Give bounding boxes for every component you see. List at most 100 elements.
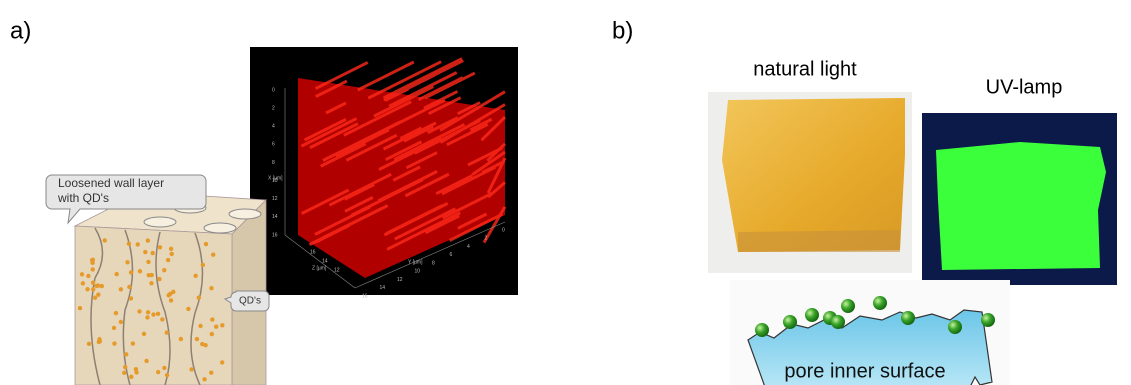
qd-dot xyxy=(210,317,214,321)
tick-label: 2 xyxy=(485,236,488,242)
qd-dot xyxy=(166,258,170,262)
tick-label: 16 xyxy=(310,249,316,255)
diagram-caption: pore inner surface xyxy=(784,360,945,382)
qd-dot xyxy=(156,312,160,316)
qd-dot xyxy=(160,317,164,321)
pore-opening xyxy=(229,209,261,219)
qd-dot xyxy=(91,267,95,271)
tick-label: 12 xyxy=(272,196,278,202)
qd-particle xyxy=(755,323,769,337)
qd-particle xyxy=(831,315,845,329)
tick-label: 10 xyxy=(415,269,421,275)
callout-text: with QD's xyxy=(57,191,109,205)
qd-dot xyxy=(86,274,90,278)
tick-label: 8 xyxy=(272,160,275,166)
pore-diagram: pore inner surface xyxy=(730,280,1010,385)
qd-dot xyxy=(171,290,175,294)
sample-edge xyxy=(738,230,900,252)
photo-caption: natural light xyxy=(753,58,857,80)
qd-dot xyxy=(124,352,128,356)
qd-dot xyxy=(112,326,116,330)
qd-dot xyxy=(81,281,85,285)
callout-text: Loosened wall layer xyxy=(58,176,164,190)
qd-dot xyxy=(144,359,148,363)
qd-dot xyxy=(80,272,84,276)
qd-dot xyxy=(123,365,127,369)
figure: a) b) 02468101214161614121086420161412 X… xyxy=(0,0,1131,385)
qd-dot xyxy=(198,324,202,328)
qd-dot xyxy=(78,306,82,310)
tick-label: 6 xyxy=(450,252,453,258)
qd-dot xyxy=(97,337,101,341)
qd-dot xyxy=(134,367,138,371)
qd-dot xyxy=(146,260,150,264)
qd-dot xyxy=(209,371,213,375)
afm-plot: 02468101214161614121086420161412 X [µm] … xyxy=(250,47,518,299)
qd-dot xyxy=(220,323,224,327)
tick-label: 16 xyxy=(272,232,278,238)
qd-dot xyxy=(93,296,97,300)
qd-dot xyxy=(201,263,205,267)
qd-dot xyxy=(112,341,116,345)
qd-dot xyxy=(186,307,190,311)
qd-dot xyxy=(209,286,213,290)
qd-dot xyxy=(146,238,150,242)
qd-dot xyxy=(165,330,169,334)
qd-particle xyxy=(901,311,915,325)
qd-dot xyxy=(146,310,150,314)
qd-dot xyxy=(138,269,142,273)
pore-opening xyxy=(144,217,176,227)
qd-particle xyxy=(841,299,855,313)
sample-yellow xyxy=(722,98,905,252)
qd-dot xyxy=(157,277,161,281)
qd-dot xyxy=(91,281,95,285)
qd-dot xyxy=(151,312,155,316)
qd-dot xyxy=(202,377,206,381)
qd-dot xyxy=(149,281,153,285)
tick-label: 0 xyxy=(502,227,505,233)
qd-dot xyxy=(129,270,133,274)
tick-label: 16 xyxy=(362,293,368,299)
qd-dot xyxy=(189,367,193,371)
qd-dot xyxy=(193,274,197,278)
qd-dot xyxy=(127,242,131,246)
qd-dot xyxy=(210,332,214,336)
tick-label: 0 xyxy=(272,87,275,93)
qd-dot xyxy=(129,375,133,379)
qd-dot xyxy=(151,251,155,255)
tick-label: 6 xyxy=(272,142,275,148)
qd-dot xyxy=(203,343,207,347)
block-front xyxy=(75,226,232,385)
qd-dot xyxy=(145,315,149,319)
qd-dot xyxy=(158,245,162,249)
sample-green xyxy=(936,142,1106,270)
qd-dot xyxy=(143,250,147,254)
tick-label: 14 xyxy=(272,214,278,220)
qd-dot xyxy=(127,285,131,289)
qd-dot xyxy=(147,273,151,277)
qd-dot xyxy=(204,242,208,246)
qd-dot xyxy=(96,292,100,296)
pore-opening xyxy=(204,223,236,233)
qd-dot xyxy=(179,337,183,341)
axis-label: Z [µm] xyxy=(312,265,327,271)
qd-dot xyxy=(162,366,166,370)
qd-dot xyxy=(85,287,89,291)
wood-block: Loosened wall layer with QD's QD's xyxy=(46,175,269,385)
qd-dot xyxy=(162,268,166,272)
tick-label: 8 xyxy=(432,260,435,266)
qd-dot xyxy=(94,284,98,288)
qd-dot xyxy=(122,371,126,375)
qd-dot xyxy=(165,373,169,377)
qd-dot xyxy=(114,311,118,315)
panel-label: a) xyxy=(10,17,31,44)
qd-dot xyxy=(114,272,118,276)
qd-dot xyxy=(169,247,173,251)
tick-label: 2 xyxy=(272,105,275,111)
qd-dot xyxy=(142,332,146,336)
qd-particle xyxy=(873,296,887,310)
qd-dot xyxy=(100,284,104,288)
qd-particle xyxy=(981,313,995,327)
qd-dot xyxy=(169,298,173,302)
qd-dot xyxy=(103,238,107,242)
